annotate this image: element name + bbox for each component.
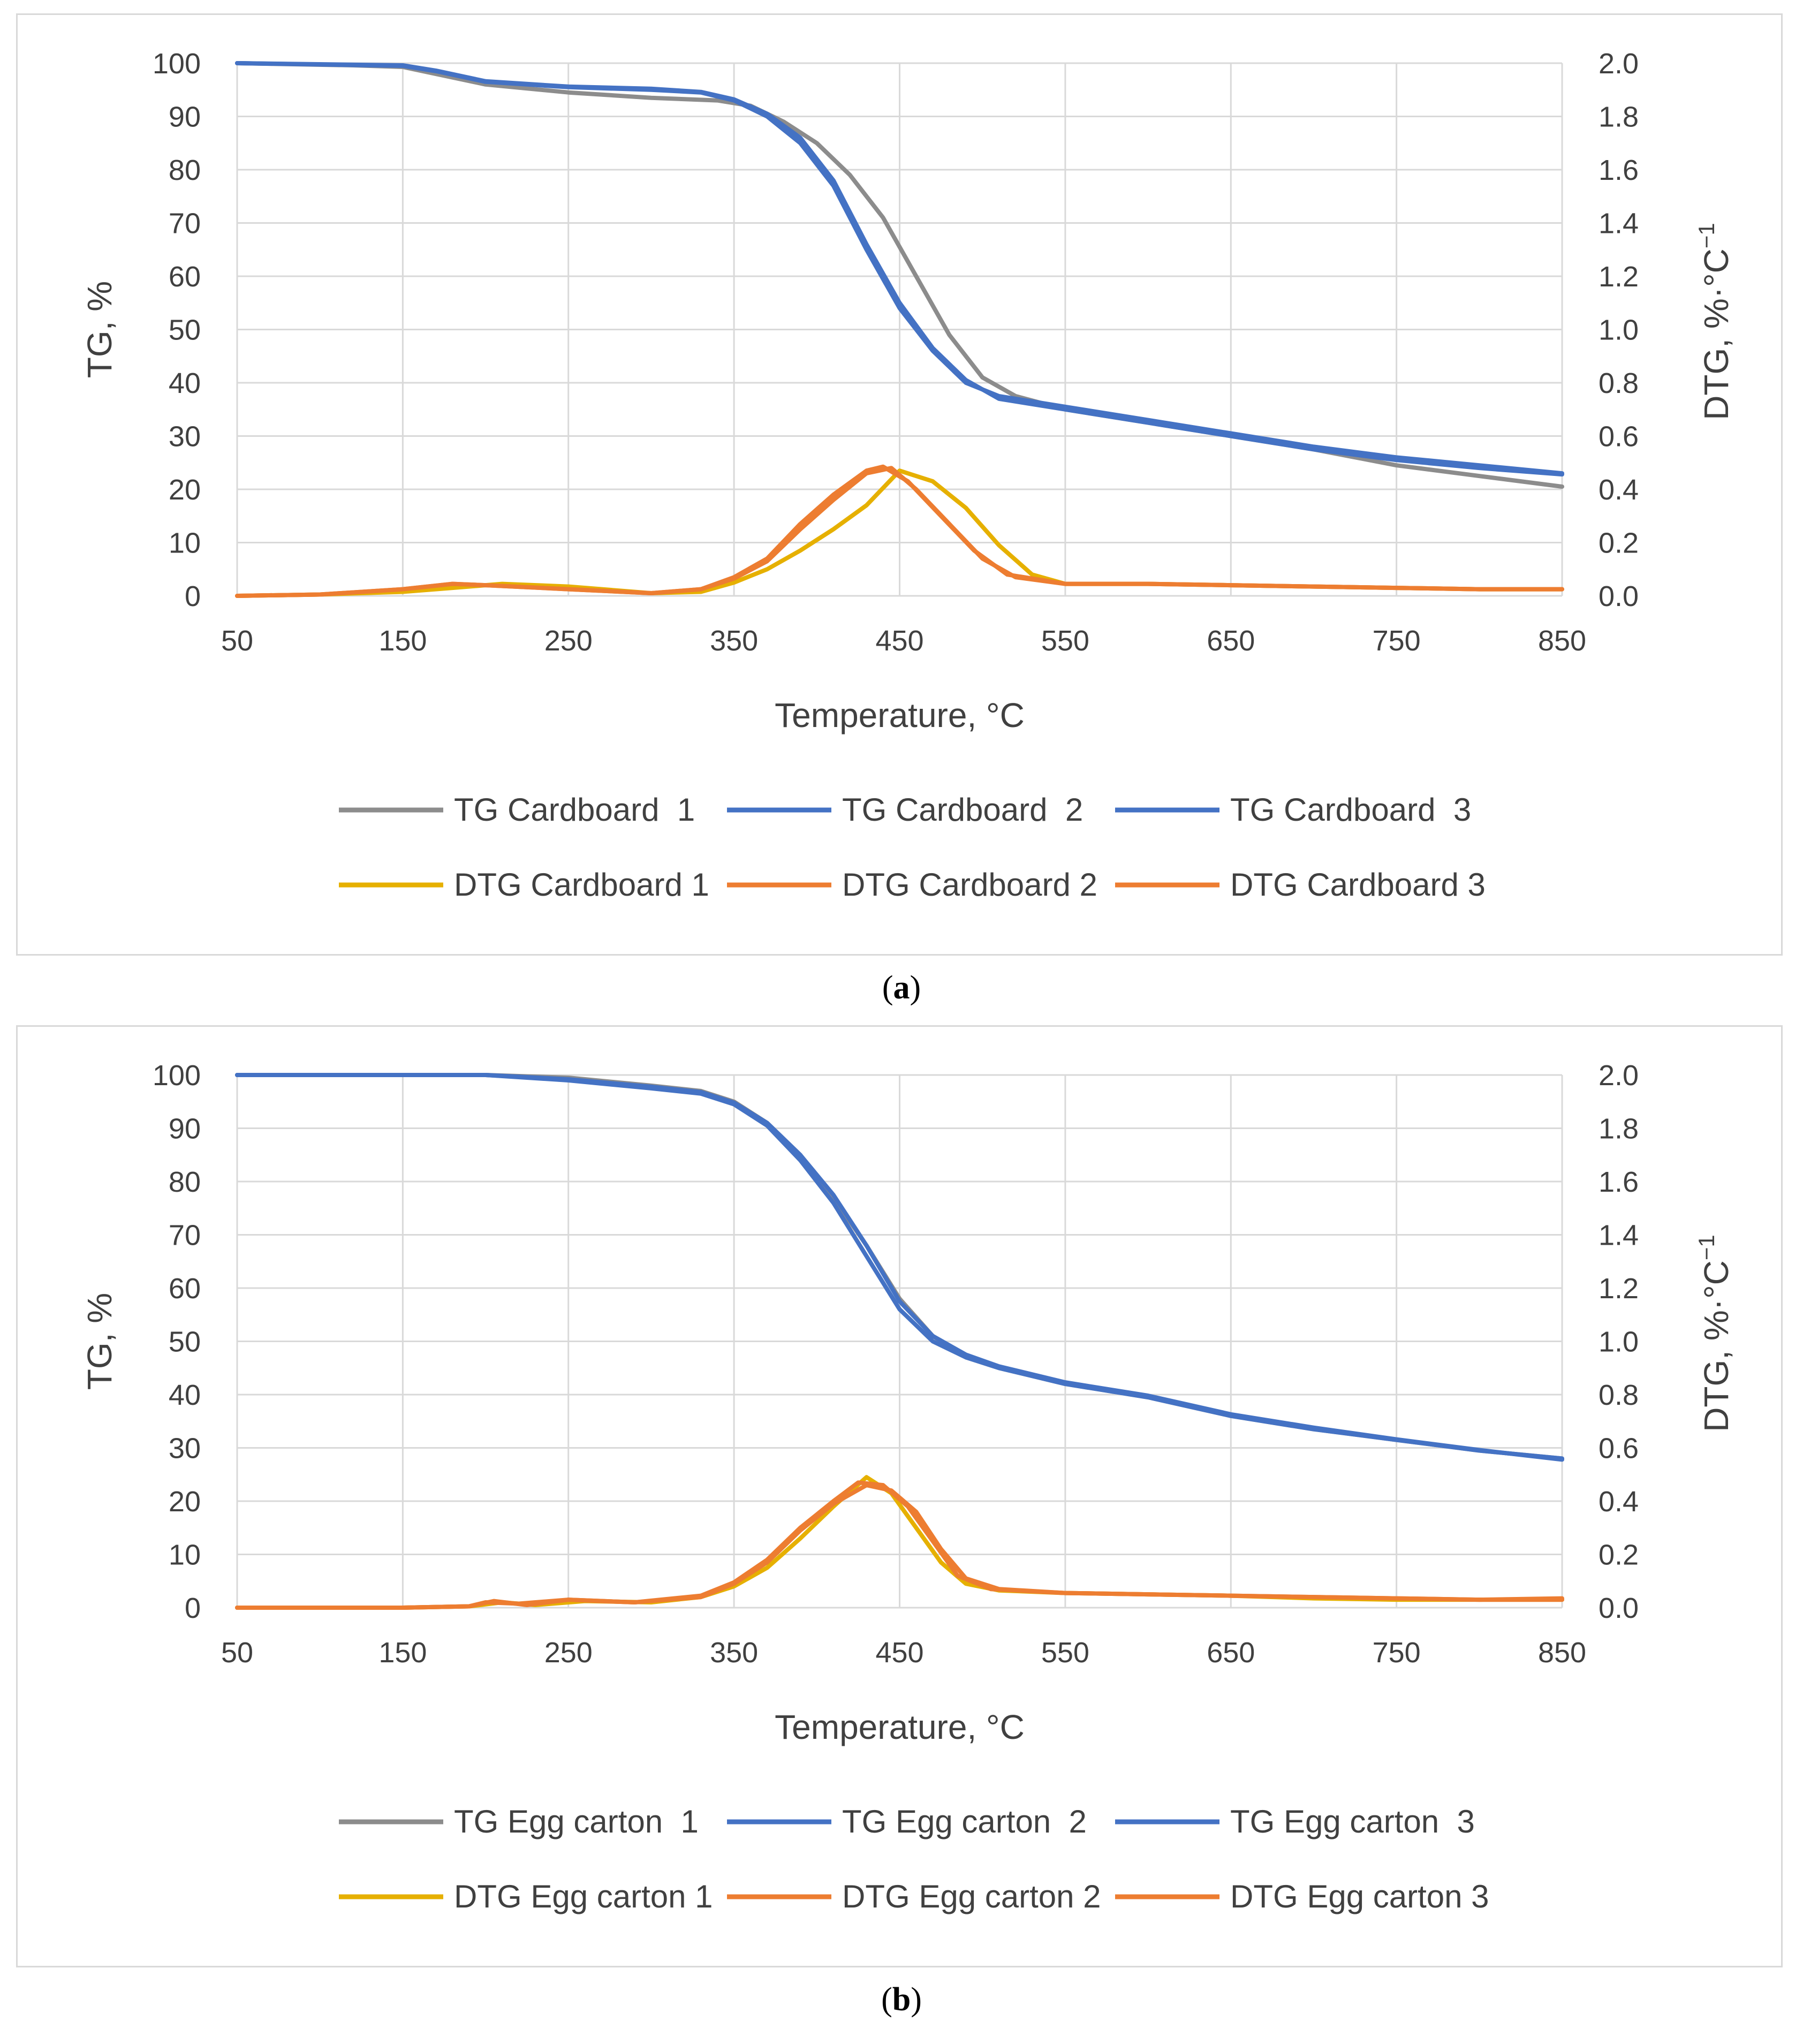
y2-axis-title-superscript: −1: [1694, 1235, 1719, 1260]
x-tick-label: 350: [710, 625, 758, 657]
y2-tick-label: 1.2: [1599, 1273, 1639, 1305]
y2-tick-label: 1.0: [1599, 314, 1639, 346]
y-tick-label: 80: [169, 1166, 201, 1198]
x-tick-label: 650: [1207, 625, 1255, 657]
legend-label-5: DTG Egg carton 2: [842, 1879, 1101, 1914]
legend-label-6: DTG Cardboard 3: [1230, 867, 1486, 903]
x-tick-label: 750: [1373, 625, 1421, 657]
y-tick-label: 10: [169, 527, 201, 559]
series-line-6: [235, 464, 1564, 598]
y2-axis-title: DTG, %·°C−1: [1694, 1235, 1736, 1432]
x-tick-label: 350: [710, 1637, 758, 1669]
x-tick-label: 450: [875, 625, 923, 657]
x-axis-title: Temperature, °C: [775, 696, 1025, 735]
x-tick-label: 50: [221, 1637, 253, 1669]
y-tick-label: 40: [169, 367, 201, 399]
caption-b: (b): [881, 1981, 922, 2018]
y-tick-label: 20: [169, 474, 201, 506]
y2-tick-label: 0.2: [1599, 1539, 1639, 1571]
series-line-3: [235, 1073, 1564, 1462]
y-tick-label: 30: [169, 421, 201, 453]
y2-tick-label: 1.4: [1599, 1220, 1639, 1252]
y-tick-label: 100: [153, 1059, 201, 1092]
legend-label-6: DTG Egg carton 3: [1230, 1879, 1489, 1914]
y-tick-label: 60: [169, 261, 201, 293]
x-tick-label: 550: [1041, 625, 1089, 657]
y2-tick-label: 1.6: [1599, 154, 1639, 186]
y2-axis-title-main: DTG, %·°C: [1697, 248, 1736, 420]
y2-tick-label: 1.0: [1599, 1326, 1639, 1358]
y2-tick-label: 0.4: [1599, 474, 1639, 506]
legend-label-2: TG Cardboard 2: [842, 792, 1083, 828]
x-tick-label: 650: [1207, 1637, 1255, 1669]
caption-a-letter: a: [893, 970, 910, 1006]
y2-tick-label: 1.8: [1599, 1113, 1639, 1145]
y-tick-label: 90: [169, 1113, 201, 1145]
x-tick-label: 150: [378, 625, 427, 657]
y-tick-label: 30: [169, 1433, 201, 1465]
y2-tick-label: 1.6: [1599, 1166, 1639, 1198]
y-tick-label: 100: [153, 48, 201, 80]
legend-label-1: TG Egg carton 1: [454, 1804, 699, 1839]
legend-label-3: TG Egg carton 3: [1230, 1804, 1475, 1839]
caption-a: (a): [882, 970, 921, 1006]
x-axis-title: Temperature, °C: [775, 1708, 1025, 1746]
series-line-6: [235, 1480, 1564, 1610]
x-tick-label: 150: [378, 1637, 427, 1669]
y2-tick-label: 2.0: [1599, 1059, 1639, 1092]
y-tick-label: 60: [169, 1273, 201, 1305]
y-tick-label: 90: [169, 101, 201, 133]
chart-a-svg: 50 150 250 350 450 550 650 750 850 0 10 20 30 40 50 60 7…: [80, 48, 1736, 903]
y2-tick-label: 2.0: [1599, 48, 1639, 80]
y2-axis-title-main: DTG, %·°C: [1697, 1260, 1736, 1432]
y2-tick-label: 0.8: [1599, 367, 1639, 399]
y2-tick-label: 0.6: [1599, 421, 1639, 453]
series-line-3: [235, 61, 1564, 477]
x-tick-label: 750: [1373, 1637, 1421, 1669]
legend-label-1: TG Cardboard 1: [454, 792, 695, 828]
y-tick-label: 50: [169, 1326, 201, 1358]
caption-b-letter: b: [892, 1981, 911, 2018]
y-tick-label: 20: [169, 1486, 201, 1518]
legend-label-4: DTG Cardboard 1: [454, 867, 709, 903]
y2-tick-label: 1.8: [1599, 101, 1639, 133]
y-tick-label: 50: [169, 314, 201, 346]
y-tick-label: 10: [169, 1539, 201, 1571]
chart-panel-b: 50 150 250 350 450 550 650 750 850 0 10 20 30 40 50 60 7…: [16, 1025, 1783, 1967]
x-tick-label: 850: [1538, 1637, 1586, 1669]
y-tick-label: 0: [185, 1592, 201, 1624]
y2-tick-label: 0.2: [1599, 527, 1639, 559]
legend-label-4: DTG Egg carton 1: [454, 1879, 713, 1914]
legend-label-3: TG Cardboard 3: [1230, 792, 1471, 828]
y2-axis-title-superscript: −1: [1694, 223, 1719, 248]
x-tick-label: 250: [544, 625, 593, 657]
y-tick-label: 70: [169, 1220, 201, 1252]
chart-b-svg: 50 150 250 350 450 550 650 750 850 0 10 20 30 40 50 60 7…: [80, 1059, 1736, 1914]
y-axis-title: TG, %: [80, 1293, 119, 1390]
y2-tick-label: 0.0: [1599, 1592, 1639, 1624]
x-tick-label: 450: [875, 1637, 923, 1669]
y-tick-label: 0: [185, 580, 201, 612]
y2-tick-label: 0.0: [1599, 580, 1639, 612]
x-tick-label: 250: [544, 1637, 593, 1669]
y2-tick-label: 0.6: [1599, 1433, 1639, 1465]
legend-label-5: DTG Cardboard 2: [842, 867, 1097, 903]
y-axis-title: TG, %: [80, 281, 119, 378]
y2-tick-label: 0.4: [1599, 1486, 1639, 1518]
y-tick-label: 70: [169, 208, 201, 240]
y-tick-label: 80: [169, 154, 201, 186]
x-tick-label: 50: [221, 625, 253, 657]
y2-tick-label: 1.2: [1599, 261, 1639, 293]
y2-tick-label: 1.4: [1599, 208, 1639, 240]
y2-axis-title: DTG, %·°C−1: [1694, 223, 1736, 420]
x-tick-label: 550: [1041, 1637, 1089, 1669]
x-tick-label: 850: [1538, 625, 1586, 657]
legend-label-2: TG Egg carton 2: [842, 1804, 1087, 1839]
chart-panel-a: 50 150 250 350 450 550 650 750 850 0 10 20 30 40 50 60 7…: [16, 13, 1783, 956]
y-tick-label: 40: [169, 1379, 201, 1411]
y2-tick-label: 0.8: [1599, 1379, 1639, 1411]
